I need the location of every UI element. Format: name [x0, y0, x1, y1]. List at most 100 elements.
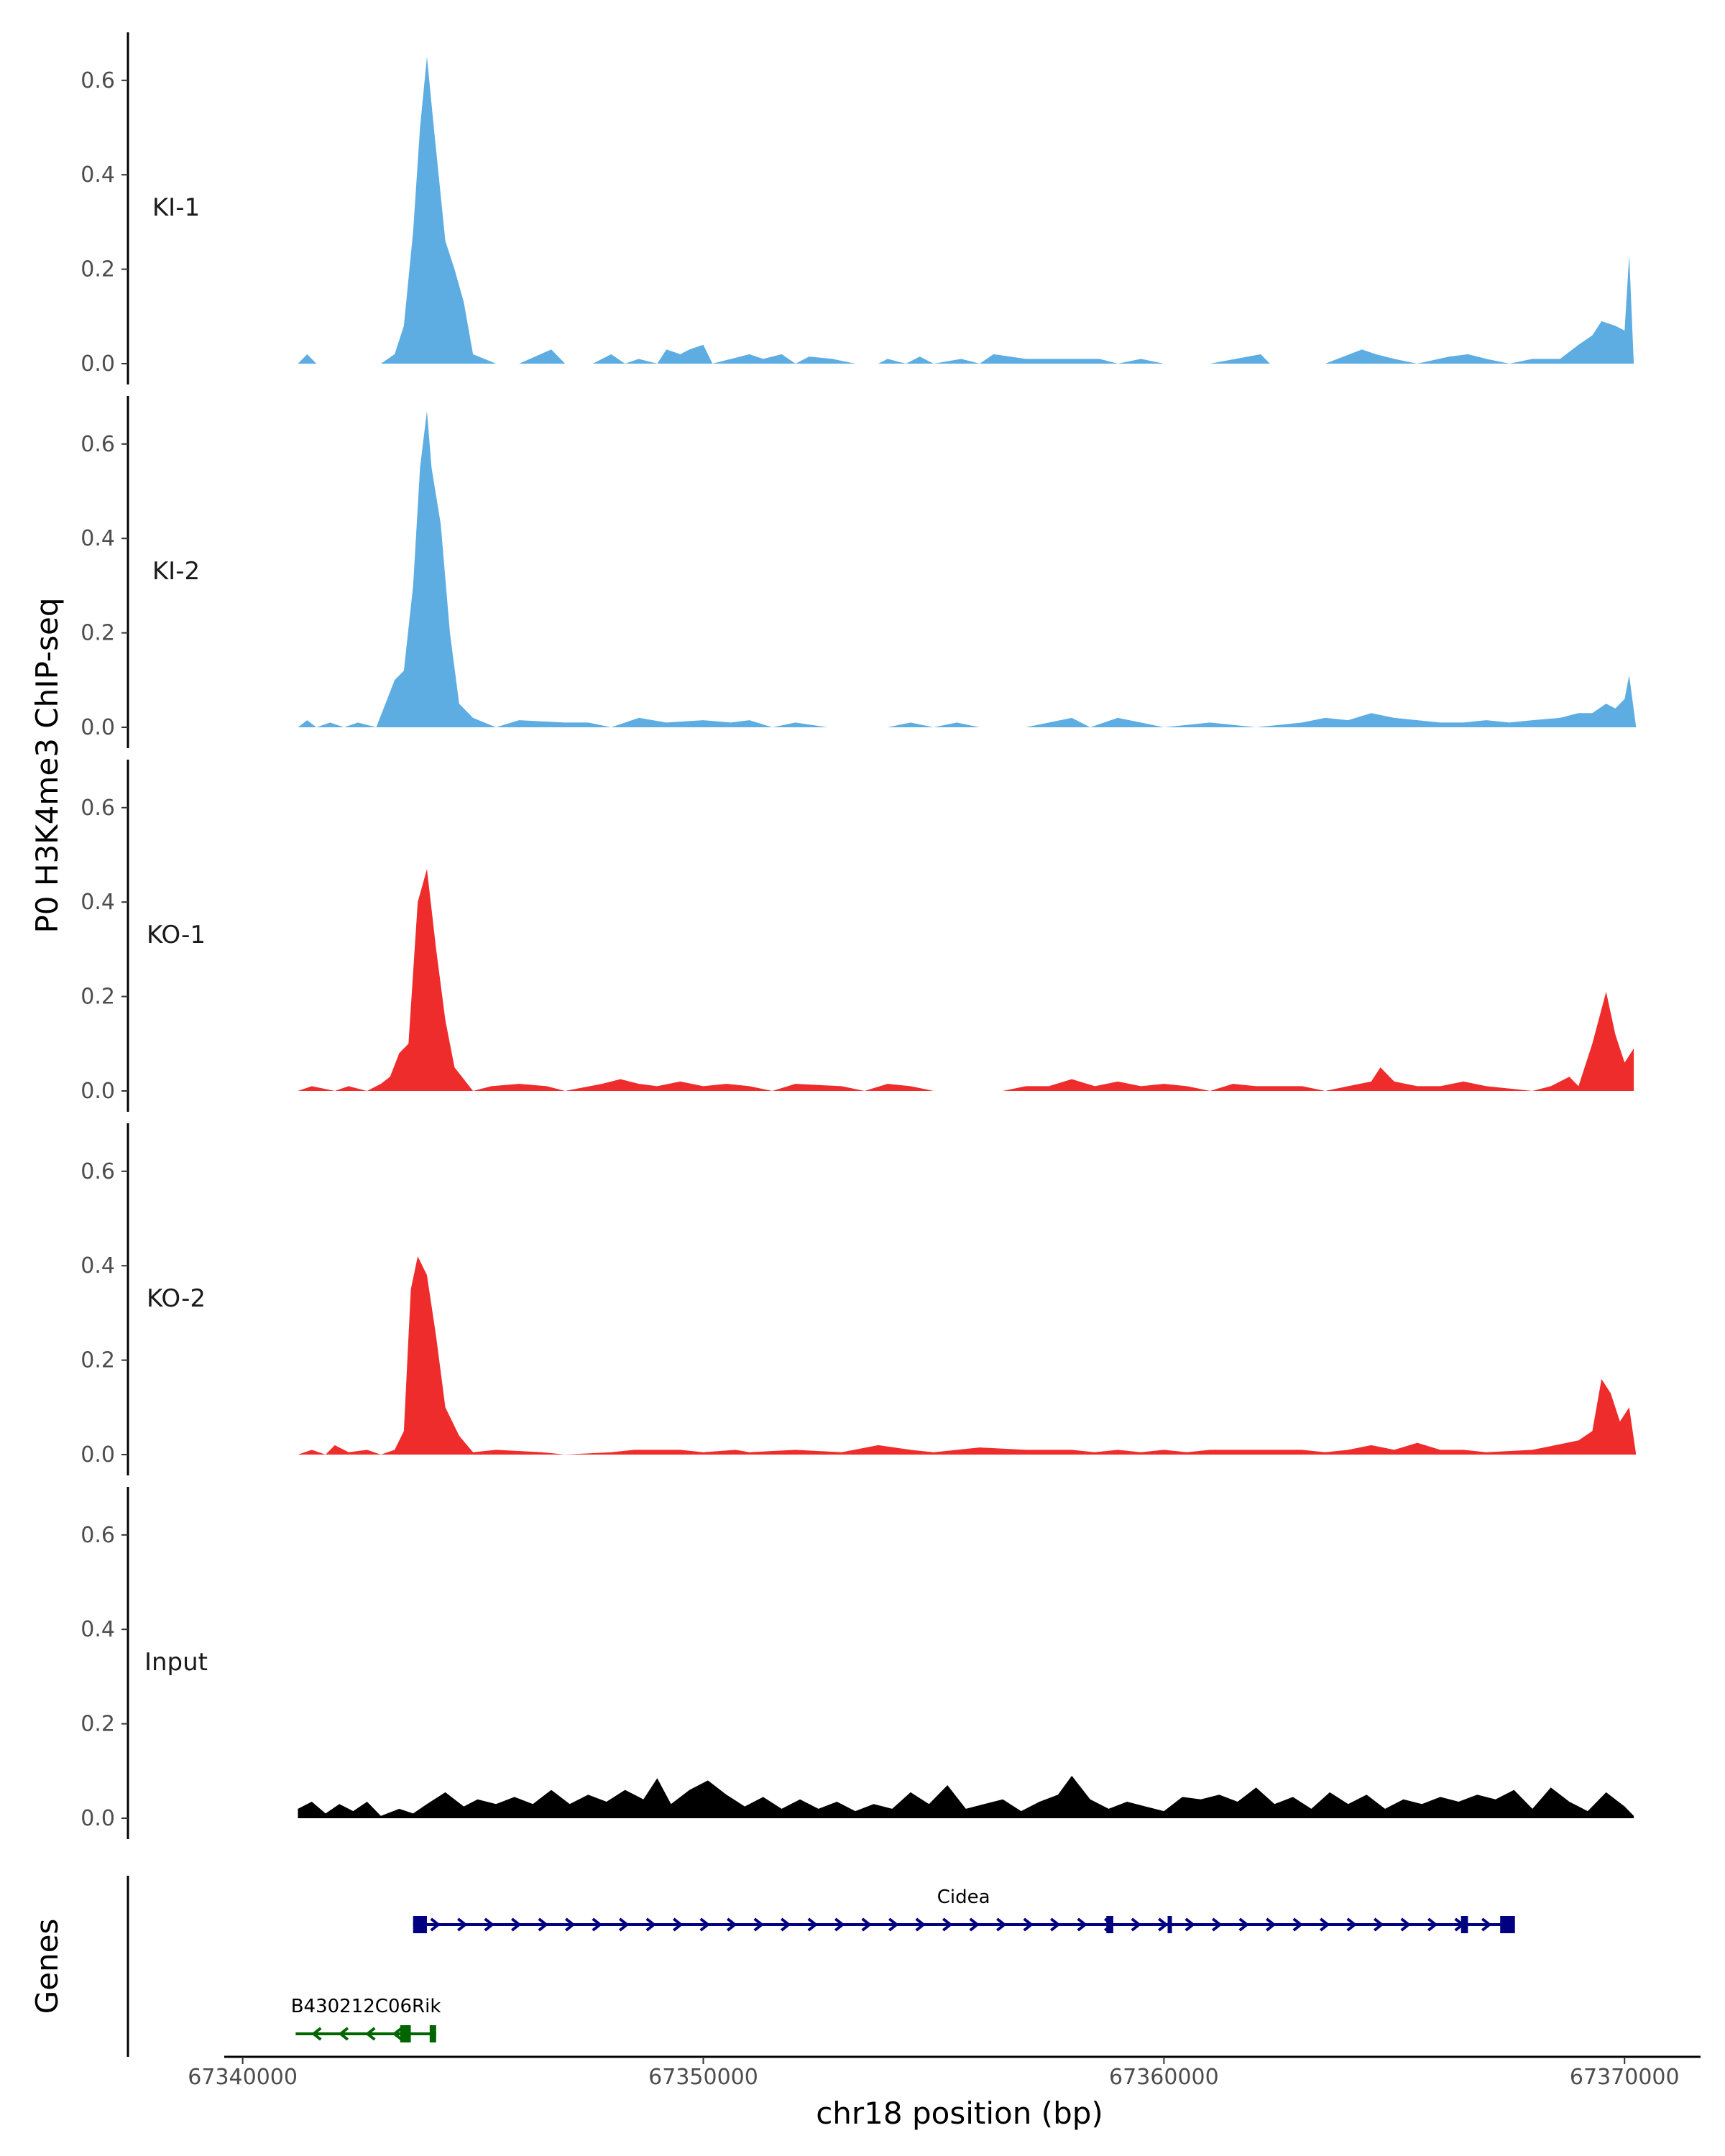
- strand-arrow: [1481, 1917, 1492, 1932]
- strand-arrow: [1292, 1917, 1303, 1932]
- strand-arrow: [727, 1917, 737, 1932]
- y-tick-label: 0.6: [80, 432, 115, 457]
- strand-arrow: [457, 1917, 468, 1932]
- track-ko-2: 0.0 0.2 0.4 0.6 KO-2: [80, 1123, 1637, 1475]
- y-tick-label: 0.0: [80, 1442, 115, 1468]
- gene-cidea: Cidea: [413, 1886, 1515, 1933]
- y-tick-label: 0.4: [80, 890, 115, 915]
- gene-exon: [429, 2025, 436, 2042]
- y-tick-label: 0.0: [80, 1079, 115, 1104]
- gene-exon: [400, 2025, 411, 2042]
- y-tick-label: 0.6: [80, 1159, 115, 1184]
- strand-arrow: [592, 1917, 602, 1932]
- strand-arrow: [645, 1917, 656, 1932]
- track-input: 0.0 0.2 0.4 0.6 Input: [80, 1487, 1634, 1839]
- y-tick-label: 0.2: [80, 1348, 115, 1373]
- y-tick-label: 0.2: [80, 1712, 115, 1737]
- strand-arrow: [699, 1917, 710, 1932]
- strand-arrow: [1400, 1917, 1411, 1932]
- strand-arrow: [942, 1917, 953, 1932]
- gene-exon: [1500, 1916, 1515, 1933]
- strand-arrow: [1374, 1917, 1384, 1932]
- y-tick-label: 0.0: [80, 351, 115, 377]
- y-tick-label: 0.6: [80, 1523, 115, 1548]
- track-label: KI-1: [152, 193, 200, 222]
- gene-exon: [1460, 1916, 1468, 1933]
- y-axis-title: P0 H3K4me3 ChIP-seq: [29, 597, 65, 933]
- strand-arrow: [834, 1917, 845, 1932]
- strand-arrow: [996, 1917, 1007, 1932]
- track-label: KO-2: [147, 1284, 206, 1313]
- x-tick-label: 67350000: [648, 2065, 758, 2090]
- strand-arrow: [915, 1917, 926, 1932]
- y-tick-label: 0.6: [80, 68, 115, 93]
- track-label: Input: [144, 1648, 208, 1677]
- strand-arrow: [1184, 1917, 1195, 1932]
- y-tick-label: 0.0: [80, 715, 115, 740]
- strand-arrow: [781, 1917, 791, 1932]
- gene-exon: [1167, 1916, 1172, 1933]
- y-tick-label: 0.2: [80, 257, 115, 282]
- strand-arrow: [338, 2027, 349, 2041]
- coverage-area: [298, 1256, 1637, 1455]
- strand-arrow: [1320, 1917, 1330, 1932]
- track-label: KO-1: [147, 921, 206, 949]
- coverage-tracks: 0.00.20.40.6KI-10.00.20.40.6KI-20.00.20.…: [80, 32, 1637, 1839]
- strand-arrow: [1158, 1917, 1169, 1932]
- strand-arrow: [1346, 1917, 1357, 1932]
- gene-b430212c06rik: B430212C06Rik: [291, 1996, 441, 2042]
- strand-arrow: [311, 2027, 322, 2041]
- strand-arrow: [1427, 1917, 1438, 1932]
- gene-label: B430212C06Rik: [291, 1996, 441, 2017]
- gene-exon: [413, 1916, 427, 1933]
- strand-arrow: [484, 1917, 494, 1932]
- y-tick-label: 0.2: [80, 621, 115, 646]
- x-tick-label: 67340000: [188, 2065, 298, 2090]
- strand-arrow: [365, 2027, 376, 2041]
- track-label: KI-2: [152, 557, 200, 586]
- strand-arrow: [392, 2027, 403, 2041]
- y-tick-label: 0.0: [80, 1806, 115, 1831]
- y-tick-label: 0.2: [80, 985, 115, 1010]
- coverage-area: [298, 1775, 1634, 1818]
- y-tick-label: 0.4: [80, 1253, 115, 1279]
- strand-arrow: [673, 1917, 684, 1932]
- strand-arrow: [969, 1917, 980, 1932]
- strand-arrow: [1266, 1917, 1276, 1932]
- y-tick-label: 0.4: [80, 526, 115, 551]
- strand-arrow: [619, 1917, 630, 1932]
- strand-arrow: [1238, 1917, 1249, 1932]
- gene-label: Cidea: [937, 1886, 990, 1908]
- strand-arrow: [807, 1917, 818, 1932]
- track-ki-2: 0.0 0.2 0.4 0.6 KI-2: [80, 396, 1637, 748]
- x-tick-label: 67360000: [1109, 2065, 1219, 2090]
- strand-arrow: [888, 1917, 899, 1932]
- track-ki-1: 0.0 0.2 0.4 0.6 KI-1: [80, 32, 1634, 384]
- strand-arrow: [1023, 1917, 1034, 1932]
- strand-arrow: [565, 1917, 576, 1932]
- x-axis: 67340000 67350000 67360000 67370000: [188, 2055, 1701, 2090]
- strand-arrow: [861, 1917, 872, 1932]
- strand-arrow: [1050, 1917, 1061, 1932]
- y-tick-label: 0.4: [80, 1617, 115, 1642]
- coverage-area: [298, 56, 1634, 364]
- coverage-area: [298, 410, 1637, 727]
- strand-arrow: [1077, 1917, 1087, 1932]
- y-tick-label: 0.6: [80, 796, 115, 821]
- strand-arrow: [511, 1917, 522, 1932]
- x-tick-label: 67370000: [1570, 2065, 1680, 2090]
- y-tick-label: 0.4: [80, 162, 115, 188]
- strand-arrow: [753, 1917, 764, 1932]
- strand-arrow: [430, 1917, 441, 1932]
- track-ko-1: 0.0 0.2 0.4 0.6 KO-1: [80, 760, 1634, 1112]
- strand-arrow: [538, 1917, 548, 1932]
- x-axis-title: chr18 position (bp): [816, 2096, 1103, 2131]
- genes-panel-title: Genes: [29, 1919, 65, 2014]
- coverage-area: [298, 869, 1634, 1091]
- genes-panel: Cidea B430212C06Rik: [126, 1876, 1515, 2057]
- strand-arrow: [1131, 1917, 1141, 1932]
- strand-arrow: [1212, 1917, 1223, 1932]
- gene-exon: [1106, 1916, 1113, 1933]
